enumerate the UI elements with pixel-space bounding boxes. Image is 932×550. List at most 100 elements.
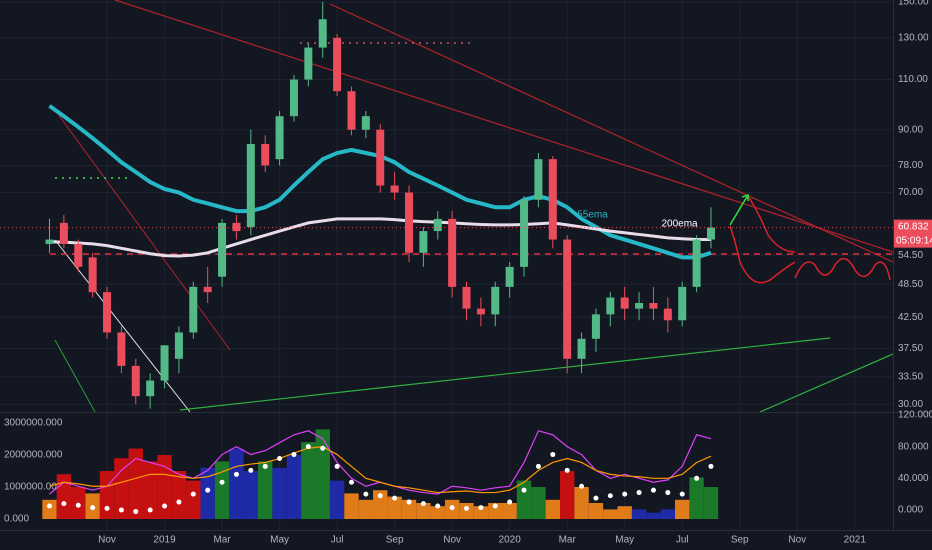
candle-body — [419, 231, 428, 253]
volume-area — [301, 442, 316, 519]
indicator-dot — [133, 509, 139, 515]
volume-area — [373, 490, 388, 519]
volume-area — [531, 487, 546, 519]
volume-area — [631, 509, 647, 519]
trendline — [54, 109, 231, 351]
y-tick-label: 30.00 — [898, 399, 923, 410]
volume-area — [689, 477, 704, 519]
last-price-label: 60.832 — [898, 221, 929, 232]
volume-area — [646, 512, 661, 519]
volume-area — [459, 503, 474, 519]
indicator-dot — [190, 491, 196, 497]
x-tick-label: Sep — [731, 535, 749, 546]
y-tick-label: 1000000.000 — [4, 482, 63, 493]
candle-body — [534, 159, 543, 200]
indicator-dot — [665, 490, 671, 496]
candle-body — [174, 332, 183, 359]
candle-body — [45, 239, 54, 244]
trendline — [329, 3, 894, 263]
trendline — [179, 337, 831, 411]
x-tick-label: Nov — [443, 535, 461, 546]
candle-body — [146, 380, 155, 397]
countdown-label: 05:09:14 — [896, 235, 932, 246]
x-tick-label: Mar — [213, 535, 231, 546]
volume-area — [329, 480, 345, 519]
y-tick-label: 54.50 — [898, 250, 923, 261]
volume-area — [229, 448, 244, 519]
indicator-dot — [708, 463, 714, 469]
x-tick-label: Jul — [676, 535, 689, 546]
indicator-dot — [118, 507, 124, 513]
candle-body — [160, 345, 169, 381]
price-tag — [894, 219, 932, 248]
indicator-dot — [205, 487, 211, 493]
ema-label: 200ema — [661, 218, 698, 229]
x-tick-label: May — [615, 535, 634, 546]
volume-area — [99, 471, 115, 519]
indicator-dot — [435, 503, 441, 509]
indicator-dot — [679, 491, 685, 497]
volume-area — [416, 503, 431, 519]
x-tick-label: Nov — [98, 535, 116, 546]
indicator-line — [49, 446, 712, 494]
volume-area — [675, 499, 690, 519]
x-tick-label: May — [270, 535, 289, 546]
x-tick-label: 2021 — [844, 535, 867, 546]
candle-body — [333, 37, 342, 92]
ema-label: 55ema — [577, 210, 608, 221]
indicator-dot — [47, 503, 52, 509]
candle-body — [189, 286, 198, 333]
indicator-dot — [535, 463, 541, 469]
ema-line — [49, 217, 711, 258]
indicator-dot — [478, 505, 484, 511]
candle-body — [117, 332, 126, 366]
indicator-dot — [564, 467, 570, 473]
volume-area — [128, 448, 143, 519]
volume-area — [473, 506, 489, 519]
y2-tick-label: 0.000 — [898, 505, 923, 516]
volume-area — [344, 493, 359, 519]
indicator-dot — [233, 471, 239, 477]
y-tick-label: 42.50 — [898, 312, 923, 323]
indicator-dot — [363, 491, 369, 497]
candle-body — [706, 227, 715, 240]
indicator-dot — [550, 452, 556, 458]
indicator-dot — [406, 499, 412, 505]
y-tick-label: 130.00 — [898, 32, 929, 43]
indicator-dot — [277, 456, 283, 462]
volume-area — [315, 429, 330, 519]
volume-area — [157, 455, 172, 519]
volume-area — [56, 474, 72, 519]
x-tick-label: 2019 — [153, 535, 176, 546]
candle-body — [476, 308, 485, 315]
candle-body — [74, 243, 83, 267]
trendline — [54, 239, 191, 413]
candle-body — [88, 257, 97, 293]
volume-area — [660, 509, 676, 519]
volume-area — [243, 471, 259, 519]
candle-body — [361, 116, 370, 130]
candle-body — [663, 308, 672, 321]
candle-body — [289, 79, 298, 117]
candle-body — [347, 91, 356, 130]
volume-area — [545, 499, 560, 519]
y-tick-label: 33.50 — [898, 371, 923, 382]
indicator-dot — [348, 479, 354, 485]
trendline — [114, 0, 894, 253]
volume-area — [588, 503, 604, 519]
indicator-dot — [291, 452, 297, 458]
indicator-dot — [636, 490, 642, 496]
candle-body — [448, 218, 457, 287]
volume-area — [258, 461, 273, 519]
x-tick-label: Nov — [788, 535, 806, 546]
indicator-dot — [162, 503, 168, 509]
indicator-dot — [607, 493, 613, 499]
indicator-dot — [420, 501, 426, 507]
volume-area — [430, 506, 445, 519]
indicator-dot — [104, 505, 110, 511]
y-tick-label: 70.00 — [898, 187, 923, 198]
indicator-dot — [176, 499, 182, 505]
candle-body — [203, 286, 212, 293]
candle-body — [261, 143, 270, 166]
